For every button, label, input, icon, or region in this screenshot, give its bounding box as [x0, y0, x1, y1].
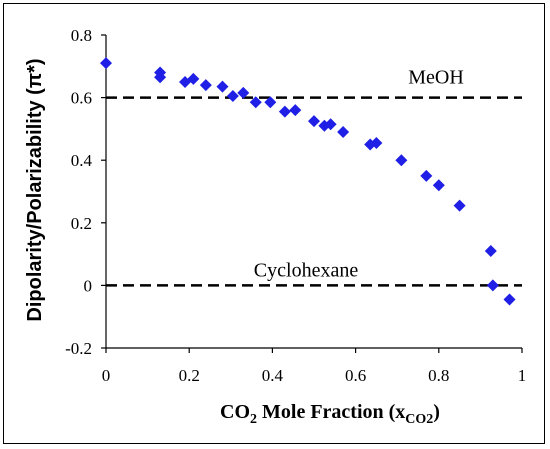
data-point: [484, 244, 497, 257]
data-point: [453, 199, 466, 212]
data-point: [216, 80, 229, 93]
x-axis-label: CO2 Mole Fraction (xCO2): [220, 401, 440, 427]
x-axis-label-co: CO: [220, 401, 250, 423]
data-point: [226, 90, 239, 103]
chart-frame: [3, 3, 545, 444]
x-tick-label: 1: [518, 366, 527, 385]
data-points: [100, 57, 516, 306]
reference-line-label: Cyclohexane: [254, 259, 359, 281]
data-point: [337, 126, 350, 139]
data-point: [264, 96, 277, 109]
x-axis-label-sub2: CO2: [405, 412, 433, 427]
reference-lines: MeOH Cyclohexane: [106, 67, 522, 287]
x-tick-label: 0.4: [262, 366, 284, 385]
data-point: [278, 105, 291, 118]
x-tick-label: 0.2: [179, 366, 200, 385]
data-point: [249, 96, 262, 109]
x-tick-label: 0.8: [428, 366, 449, 385]
data-point: [187, 72, 200, 85]
data-point: [199, 79, 212, 92]
y-axis-label: Dipolarity/Polarizability (π*): [24, 58, 46, 321]
y-tick-label: 0: [84, 276, 93, 295]
data-point: [154, 66, 167, 79]
data-point: [420, 169, 433, 182]
data-point: [289, 104, 302, 117]
reference-line-label: MeOH: [408, 67, 464, 89]
data-point: [486, 279, 499, 292]
data-point: [370, 136, 383, 149]
plot-area: MeOH Cyclohexane -0.2 0 0.2 0.4 0.6 0.8 0 0.2 0.…: [65, 26, 526, 385]
data-point: [324, 118, 337, 131]
data-point: [432, 179, 445, 192]
x-axis-label-close: ): [433, 401, 440, 423]
x-tick-label: 0: [102, 366, 111, 385]
x-ticks: 0 0.2 0.4 0.6 0.8 1: [102, 348, 527, 385]
data-point: [237, 86, 250, 99]
y-ticks: -0.2 0 0.2 0.4 0.6 0.8: [65, 26, 106, 358]
x-axis-label-sub1: 2: [250, 412, 257, 427]
y-tick-label: 0.2: [71, 214, 92, 233]
x-tick-label: 0.6: [345, 366, 366, 385]
data-point: [308, 115, 320, 128]
y-tick-label: 0.4: [71, 151, 93, 170]
x-axis-label-rest: Mole Fraction (x: [257, 401, 405, 423]
y-tick-label: 0.6: [71, 89, 92, 108]
data-point: [503, 293, 516, 306]
data-point: [395, 154, 408, 167]
y-tick-label: 0.8: [71, 26, 92, 45]
y-tick-label: -0.2: [65, 339, 92, 358]
data-point: [100, 57, 112, 70]
